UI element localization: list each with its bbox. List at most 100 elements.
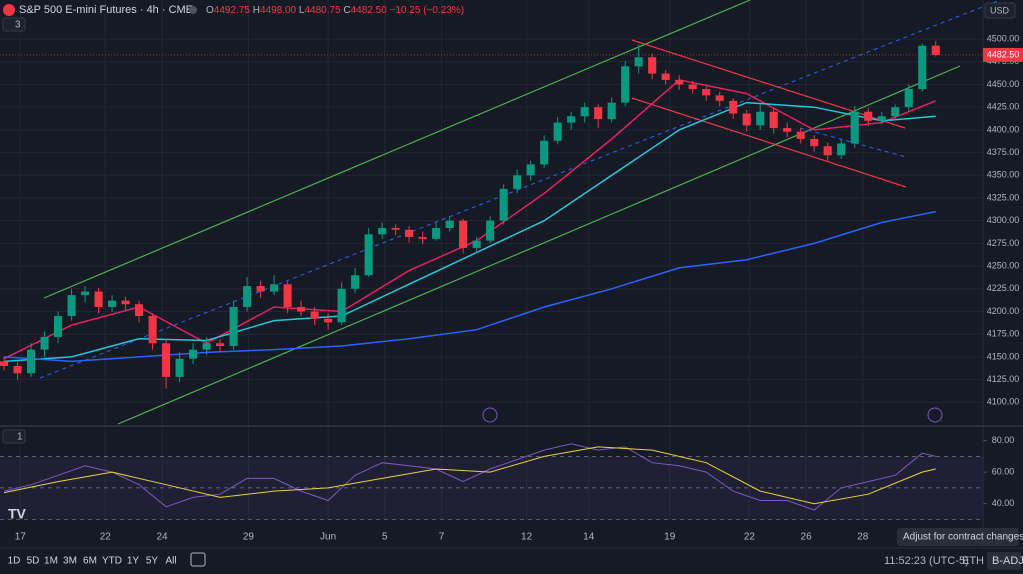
candle-body: [67, 295, 76, 317]
y-tick-label: 4150.00: [987, 351, 1020, 361]
range-button[interactable]: 1Y: [127, 556, 140, 567]
rsi-tick-label: 80.00: [992, 435, 1015, 445]
event-icon[interactable]: [482, 407, 498, 423]
candle-body: [823, 146, 832, 156]
y-tick-label: 4425.00: [987, 102, 1020, 112]
candle-body: [40, 336, 49, 350]
range-button[interactable]: All: [165, 556, 176, 567]
candle-body: [904, 89, 913, 108]
date-range-icon[interactable]: [190, 552, 206, 567]
tooltip: Adjust for contract changes: [903, 532, 1023, 543]
c-label: C: [343, 5, 350, 16]
symbol-title[interactable]: S&P 500 E-mini Futures · 4h · CME: [19, 4, 193, 16]
moving-average: [4, 210, 936, 363]
candle-body: [513, 175, 522, 189]
x-tick-label: 26: [801, 532, 813, 543]
symbol-logo: [3, 4, 15, 16]
drawings: [39, 0, 1001, 425]
candle-body: [202, 343, 211, 350]
y-tick-label: 4175.00: [987, 329, 1020, 339]
candle-body: [553, 122, 562, 141]
candle-body: [378, 227, 387, 235]
candle-body: [148, 316, 157, 344]
candle-body: [864, 111, 873, 121]
candle-body: [877, 116, 886, 121]
market-status: [189, 6, 197, 14]
x-tick-label: 22: [100, 532, 112, 543]
y-tick-label: 4500.00: [987, 33, 1020, 43]
candle-body: [796, 131, 805, 139]
x-tick-label: 7: [439, 532, 445, 543]
candle-body: [162, 343, 171, 377]
indicators-toggle[interactable]: [2, 17, 26, 32]
candle-body: [634, 57, 643, 67]
range-button[interactable]: 1D: [8, 556, 21, 567]
candle-body: [675, 79, 684, 85]
candle-body: [918, 45, 927, 90]
event-icon[interactable]: [927, 407, 943, 423]
candle-body: [324, 318, 333, 323]
session[interactable]: ETH: [962, 555, 984, 567]
red-channel-mid: [799, 127, 907, 158]
candle-body: [391, 227, 400, 230]
rsi-count[interactable]: 1: [17, 432, 23, 443]
h-value: 4498.00: [260, 5, 297, 16]
candle-body: [54, 316, 63, 337]
range-button[interactable]: 1M: [44, 556, 58, 567]
channel-upper: [43, 0, 751, 299]
y-tick-label: 4125.00: [987, 374, 1020, 384]
y-tick-label: 4225.00: [987, 283, 1020, 293]
candle-body: [756, 111, 765, 126]
candle-body: [364, 234, 373, 276]
candle-body: [742, 113, 751, 126]
rsi-toggle[interactable]: [2, 429, 26, 444]
y-tick-label: 4450.00: [987, 79, 1020, 89]
l-label: L: [299, 5, 305, 16]
rsi-line: [3, 443, 936, 511]
adjust[interactable]: B-ADJ: [992, 555, 1023, 567]
toolbar: 1D 5D 1M 3M 6M YTD 1Y 5Y All: [8, 556, 177, 567]
candle-body: [661, 73, 670, 80]
candle-body: [405, 229, 414, 238]
ohlc-legend: O4492.75 H4498.00 L4480.75 C4482.50 −10.…: [206, 5, 464, 16]
moving-average: [4, 101, 936, 363]
channel-lower: [117, 65, 961, 425]
candle-body: [837, 143, 846, 156]
candle-body: [94, 291, 103, 307]
candle-body: [418, 237, 427, 239]
candle-body: [783, 128, 792, 132]
candle-body: [931, 45, 940, 55]
x-tick-label: 17: [15, 532, 27, 543]
o-label: O: [206, 5, 214, 16]
currency[interactable]: USD: [990, 5, 1010, 15]
rsi-line: [4, 446, 936, 505]
candle-body: [243, 286, 252, 307]
y-tick-label: 4200.00: [987, 306, 1020, 316]
candle-body: [121, 300, 130, 305]
candle-body: [648, 57, 657, 74]
adjust-button[interactable]: [987, 552, 1021, 570]
candle-body: [283, 284, 292, 307]
c-value: 4482.50: [351, 5, 388, 16]
range-button[interactable]: YTD: [102, 556, 122, 567]
range-button[interactable]: 5D: [27, 556, 40, 567]
range-button[interactable]: 5Y: [146, 556, 159, 567]
candle-body: [445, 220, 454, 228]
candle-body: [540, 140, 549, 165]
indicators-count[interactable]: 3: [15, 20, 21, 31]
candle-body: [351, 275, 360, 289]
x-tick-label: 12: [521, 532, 533, 543]
range-button[interactable]: 3M: [63, 556, 77, 567]
y-tick-label: 4250.00: [987, 260, 1020, 270]
channel-mid: [39, 0, 1001, 379]
candle-body: [27, 349, 36, 374]
o-value: 4492.75: [214, 5, 251, 16]
x-tick-label: Jun: [320, 532, 336, 543]
candle-body: [769, 111, 778, 129]
tv-logo: TV: [8, 506, 27, 522]
currency-button[interactable]: [984, 2, 1016, 19]
range-button[interactable]: 6M: [83, 556, 97, 567]
rsi-tick-label: 60.00: [992, 467, 1015, 477]
